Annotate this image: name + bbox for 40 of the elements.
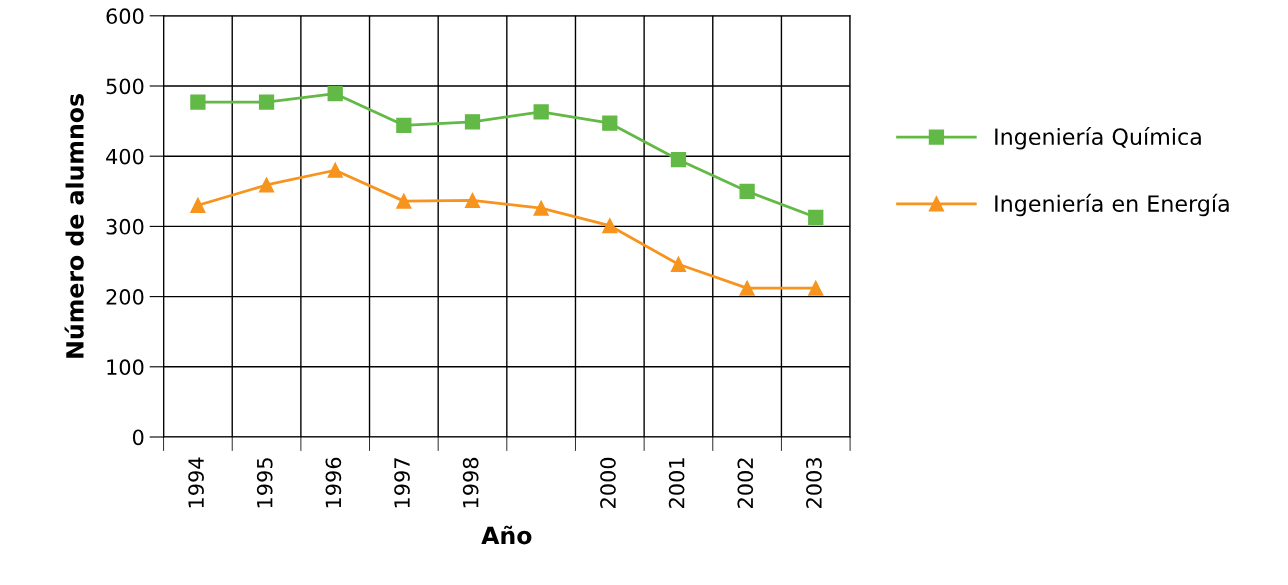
y-tick-label: 300 — [106, 218, 144, 235]
y-tick-label: 600 — [106, 8, 144, 25]
y-tick-label: 200 — [106, 289, 144, 305]
y-tick-label: 100 — [107, 359, 144, 376]
x-tick-label: 1998 — [462, 457, 479, 508]
point — [808, 209, 824, 225]
point — [670, 152, 687, 168]
point — [533, 200, 549, 216]
x-tick-label: 2001 — [668, 458, 685, 508]
y-tick-label: 500 — [106, 78, 144, 95]
point — [808, 280, 824, 296]
x-axis-title: Año — [481, 525, 532, 545]
point — [739, 183, 755, 199]
point — [327, 162, 343, 178]
y-tick-label: 0 — [132, 429, 144, 446]
x-tick-label: 1994 — [188, 457, 204, 508]
point — [396, 193, 412, 209]
x-tick-label: 1995 — [256, 458, 273, 508]
point — [602, 218, 618, 234]
point — [396, 117, 412, 133]
point — [190, 197, 206, 213]
point — [327, 86, 343, 102]
point — [670, 256, 687, 272]
legend-label: Ingeniería en Energía — [995, 193, 1229, 217]
point — [602, 115, 618, 131]
point — [258, 94, 275, 110]
point — [258, 177, 275, 193]
x-tick-label: 2002 — [737, 458, 754, 508]
x-tick-label: 2003 — [806, 458, 822, 508]
legend-label: Ingeniería Química — [995, 127, 1201, 150]
point — [739, 280, 755, 296]
x-tick-label: 1996 — [325, 457, 342, 508]
y-tick-label: 400 — [106, 148, 144, 165]
x-tick-label: 2000 — [600, 457, 616, 508]
x-tick-label: 1997 — [394, 458, 410, 508]
point — [533, 104, 549, 120]
point — [464, 114, 481, 130]
y-axis-title: Número de alumnos — [64, 94, 84, 358]
point — [464, 192, 481, 209]
point — [190, 94, 206, 110]
